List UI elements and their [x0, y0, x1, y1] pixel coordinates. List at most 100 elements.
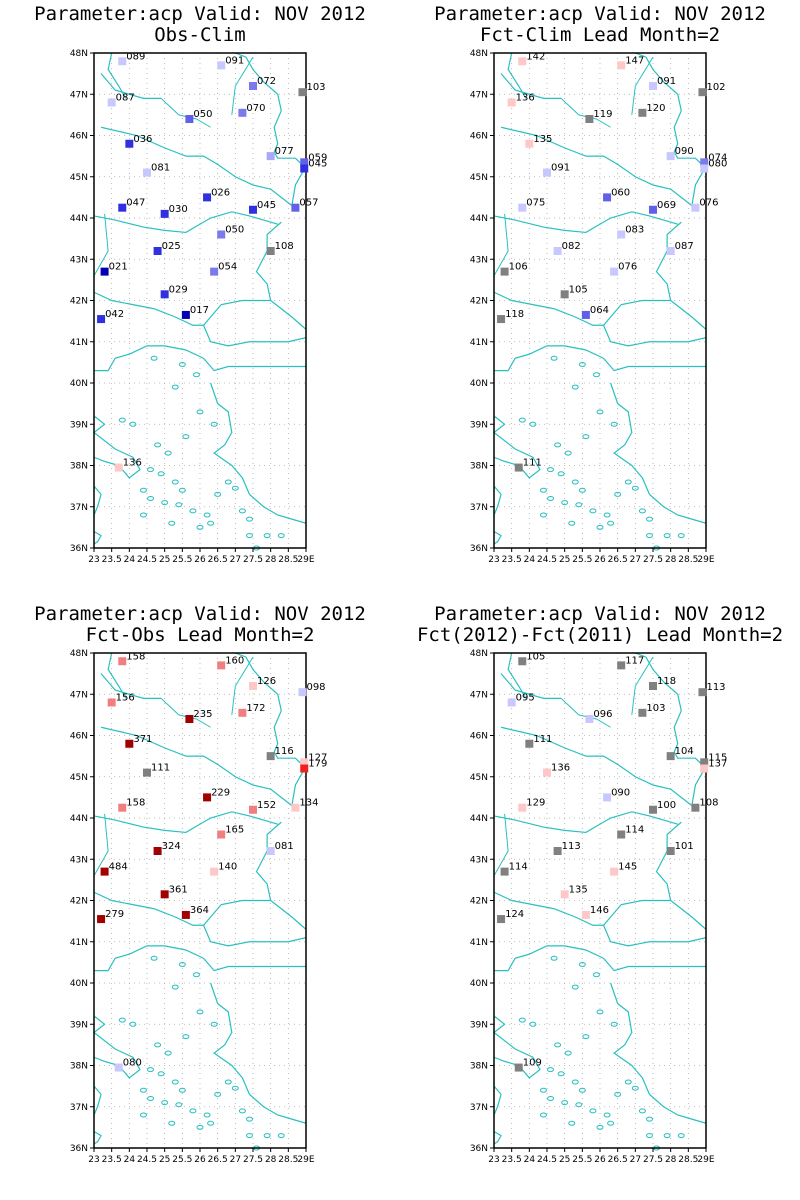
coastline — [493, 1085, 502, 1116]
station-value: 072 — [257, 76, 276, 87]
station-value: 140 — [218, 862, 237, 873]
station-marker — [666, 152, 675, 161]
station-value: 108 — [275, 241, 294, 252]
island — [571, 479, 579, 485]
lon-label: 25.5 — [572, 1155, 592, 1165]
island — [550, 955, 558, 961]
lon-label: 26 — [594, 555, 606, 565]
island — [539, 1087, 547, 1093]
coastline — [100, 673, 162, 699]
station-marker — [525, 139, 534, 148]
station-marker — [203, 793, 212, 802]
lon-label: 29E — [297, 555, 314, 565]
station-marker — [666, 847, 675, 855]
lon-label: 28.5 — [278, 555, 298, 565]
station-marker — [617, 661, 626, 670]
lat-label: 41N — [470, 338, 488, 348]
station-marker — [266, 752, 275, 761]
station-value: 105 — [526, 651, 545, 662]
coastline — [93, 211, 278, 234]
station-marker — [610, 867, 619, 876]
station-value: 025 — [162, 241, 181, 252]
station-value: 111 — [523, 458, 542, 469]
station-value: 364 — [190, 905, 209, 916]
station-marker — [581, 310, 590, 319]
station-marker — [118, 657, 127, 666]
lon-label: 25 — [559, 1155, 570, 1165]
station-marker — [617, 830, 626, 839]
station-value: 045 — [308, 159, 327, 170]
station-marker — [649, 805, 657, 814]
lat-label: 46N — [470, 732, 488, 742]
lat-label: 47N — [470, 690, 488, 700]
lat-label: 43N — [470, 255, 488, 265]
lon-label: 27 — [230, 1155, 241, 1165]
island — [207, 1120, 215, 1126]
coastline — [93, 1015, 141, 1079]
station-value: 082 — [562, 241, 581, 252]
station-value: 129 — [526, 798, 545, 809]
station-marker — [666, 247, 675, 255]
station-value: 076 — [618, 262, 637, 273]
panel-title: Parameter:acp Valid: NOV 2012 — [434, 3, 766, 25]
island — [263, 1133, 271, 1139]
island — [245, 1116, 253, 1122]
lat-label: 36N — [470, 1144, 488, 1154]
island — [518, 1017, 526, 1023]
station-value: 036 — [133, 134, 152, 145]
island — [607, 520, 615, 526]
lon-label: 25.5 — [172, 1155, 192, 1165]
station-value: 111 — [533, 734, 552, 745]
lon-label: 28 — [665, 555, 677, 565]
lon-label: 28.5 — [678, 1155, 698, 1165]
lat-label: 43N — [470, 855, 488, 865]
station-marker — [617, 230, 626, 239]
station-marker — [249, 805, 257, 814]
island — [224, 1079, 232, 1085]
coastline — [94, 945, 204, 972]
station-marker — [97, 315, 106, 324]
coastline — [610, 982, 707, 1124]
station-marker — [638, 708, 647, 717]
station-marker — [143, 768, 151, 777]
station-marker — [298, 88, 307, 97]
island — [150, 955, 158, 961]
island — [182, 434, 190, 440]
island — [645, 516, 653, 522]
coastline — [493, 211, 678, 234]
lat-label: 40N — [70, 379, 88, 389]
island — [238, 1108, 246, 1114]
island — [596, 524, 604, 530]
island — [277, 533, 285, 539]
border-line — [231, 656, 254, 715]
station-value: 108 — [699, 798, 718, 809]
lon-label: 24 — [524, 555, 536, 565]
station-marker — [249, 82, 257, 90]
station-value: 156 — [116, 693, 135, 704]
station-marker — [700, 764, 709, 773]
station-value: 075 — [526, 198, 545, 209]
station-value: 152 — [257, 800, 276, 811]
station-value: 087 — [116, 93, 135, 104]
lon-label: 23.5 — [502, 1155, 522, 1165]
lon-label: 25.5 — [572, 555, 592, 565]
lon-label: 24.5 — [137, 1155, 157, 1165]
island — [214, 1091, 222, 1097]
coastline — [602, 325, 707, 347]
panel-subtitle: Fct-Clim Lead Month=2 — [479, 24, 721, 46]
station-marker — [700, 158, 709, 167]
station-value: 114 — [509, 862, 528, 873]
coastline — [93, 291, 271, 326]
island — [263, 533, 271, 539]
station-value: 081 — [151, 163, 170, 174]
coastline — [93, 1130, 102, 1145]
station-value: 076 — [699, 198, 718, 209]
station-marker — [125, 739, 134, 748]
station-value: 102 — [706, 82, 725, 93]
island — [139, 512, 147, 518]
station-marker — [649, 205, 657, 214]
island — [210, 1021, 218, 1027]
station-value: 105 — [569, 284, 588, 295]
station-marker — [266, 847, 275, 855]
station-marker — [118, 57, 127, 66]
